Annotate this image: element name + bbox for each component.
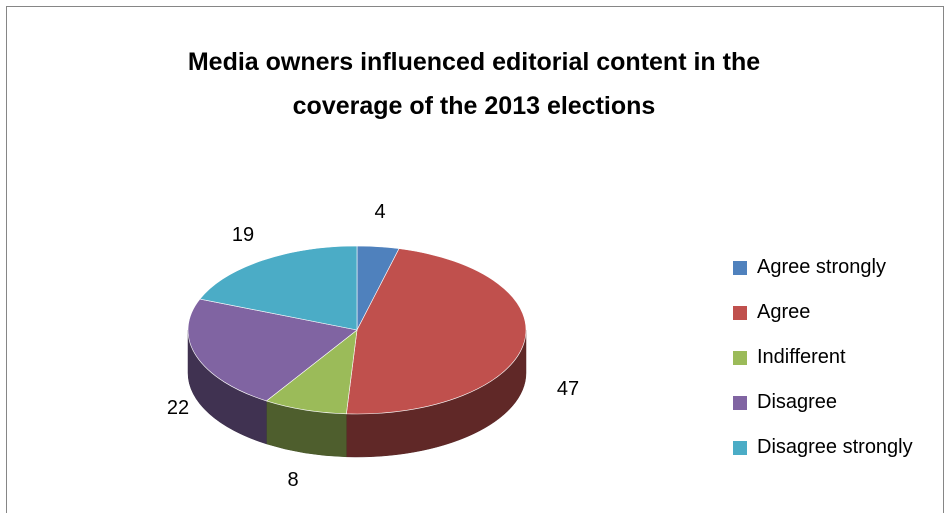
- legend-label: Indifferent: [757, 346, 846, 368]
- legend-swatch: [733, 261, 747, 275]
- chart-frame: [6, 6, 944, 513]
- legend-label: Disagree strongly: [757, 436, 913, 458]
- pie-slice-agree: [346, 248, 527, 415]
- legend-swatch: [733, 306, 747, 320]
- legend-swatch: [733, 396, 747, 410]
- chart-title-line-1: Media owners influenced editorial conten…: [187, 48, 761, 76]
- data-label-disagree-strongly: 19: [232, 224, 254, 246]
- legend-label: Disagree: [757, 391, 838, 413]
- legend-label: Agree: [757, 301, 811, 323]
- pie-slice-disagree-strongly: [199, 245, 358, 331]
- chart-title: Media owners influenced editorial conten…: [0, 40, 948, 128]
- legend-swatch: [733, 441, 747, 455]
- data-label-disagree: 22: [167, 397, 189, 419]
- legend-swatch: [733, 351, 747, 365]
- data-label-indifferent: 8: [287, 469, 298, 491]
- chart-title-line-2: coverage of the 2013 elections: [292, 92, 656, 120]
- pie-slice-disagree: [187, 298, 358, 402]
- data-label-agree-strongly: 4: [374, 201, 385, 223]
- data-label-agree: 47: [557, 378, 579, 400]
- legend-label: Agree strongly: [757, 256, 886, 278]
